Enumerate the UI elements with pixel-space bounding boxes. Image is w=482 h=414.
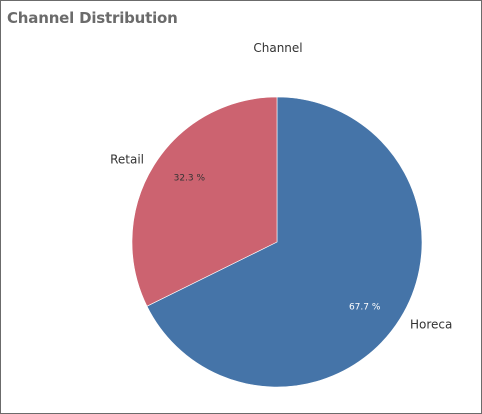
pie-slices — [131, 96, 423, 388]
chart-title: Channel Distribution — [7, 9, 178, 27]
pie-percent-label-retail: 32.3 % — [174, 174, 206, 184]
pie-category-label-retail: Retail — [110, 152, 144, 166]
legend-title: Channel — [253, 41, 302, 55]
pie-slice-retail[interactable] — [131, 96, 278, 307]
pie-percent-label-horeca: 67.7 % — [349, 302, 381, 312]
pie-labels: 67.7 % Horeca 32.3 % Retail — [110, 152, 452, 331]
pie-category-label-horeca: Horeca — [410, 318, 452, 332]
pie-slice-horeca[interactable] — [146, 96, 423, 388]
